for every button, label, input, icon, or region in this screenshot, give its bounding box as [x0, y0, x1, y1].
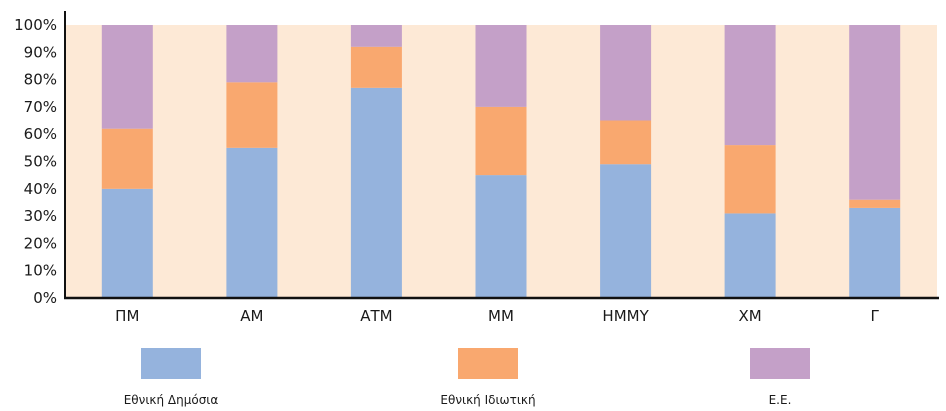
legend-label-3: Ε.Ε. — [769, 393, 792, 407]
y-axis-ticks: 0% 10% 20% 30% 40% 50% 60% 70% 80% 90% 100% — [14, 16, 57, 307]
bar-segment-3-2 — [226, 25, 278, 83]
y-tick-label: 20% — [24, 234, 57, 252]
bar-segment-3-1 — [101, 25, 153, 129]
bar-segment-1-2 — [226, 147, 278, 298]
bar-segment-2-2 — [226, 82, 278, 148]
x-axis-categories: ΠΜ ΑΜ ΑΤΜ ΜΜ ΗΜΜΥ ΧΜ Γ — [115, 307, 879, 325]
legend-swatch-3 — [750, 348, 810, 379]
y-tick-label: 30% — [24, 207, 57, 225]
bar-segment-2-5 — [600, 120, 652, 165]
y-tick-label: 90% — [24, 43, 57, 61]
x-category-label: ΠΜ — [115, 307, 139, 325]
x-category-label: ΜΜ — [488, 307, 514, 325]
x-category-label: ΑΤΜ — [360, 307, 392, 325]
legend-label-1: Εθνική Δημόσια — [124, 393, 219, 407]
y-tick-label: 80% — [24, 71, 57, 89]
bar-segment-1-1 — [101, 188, 153, 298]
y-tick-label: 40% — [24, 180, 57, 198]
bar-segment-1-5 — [600, 164, 652, 298]
legend-label-2: Εθνική Ιδιωτική — [440, 393, 535, 407]
legend-swatch-1 — [141, 348, 201, 379]
bar-segment-1-3 — [350, 87, 402, 298]
bar-segment-3-7 — [849, 25, 901, 200]
y-tick-label: 10% — [24, 262, 57, 280]
bar-segment-1-7 — [849, 207, 901, 298]
bar-segment-1-6 — [724, 213, 776, 298]
bar-segment-2-3 — [350, 46, 402, 88]
bar-segment-2-1 — [101, 128, 153, 189]
y-tick-label: 100% — [14, 16, 57, 34]
y-tick-label: 0% — [33, 289, 57, 307]
x-category-label: ΑΜ — [240, 307, 263, 325]
bar-segment-1-4 — [475, 175, 527, 298]
x-category-label: Γ — [871, 307, 880, 325]
x-category-label: ΗΜΜΥ — [602, 307, 649, 325]
legend: Εθνική Δημόσια Εθνική Ιδιωτική Ε.Ε. — [124, 348, 810, 407]
bar-segment-2-6 — [724, 145, 776, 214]
y-tick-label: 70% — [24, 98, 57, 116]
x-category-label: ΧΜ — [738, 307, 761, 325]
y-tick-label: 60% — [24, 125, 57, 143]
legend-swatch-2 — [458, 348, 518, 379]
bar-segment-2-7 — [849, 199, 901, 208]
bar-segment-3-3 — [350, 25, 402, 47]
bar-segment-3-5 — [600, 25, 652, 121]
bar-segment-3-4 — [475, 25, 527, 107]
bar-segment-3-6 — [724, 25, 776, 146]
y-tick-label: 50% — [24, 153, 57, 171]
bar-segment-2-4 — [475, 106, 527, 176]
bars-layer — [101, 25, 901, 298]
